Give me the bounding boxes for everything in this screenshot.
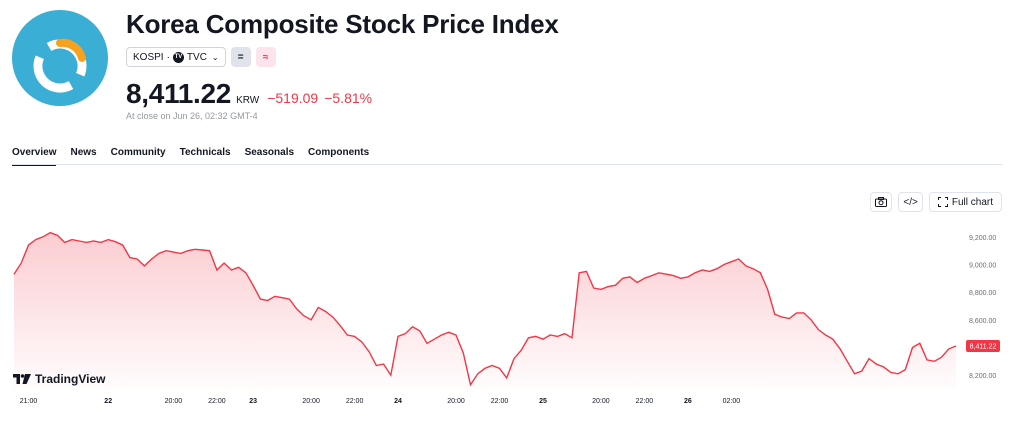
last-price-badge (966, 340, 1000, 352)
approx-icon[interactable]: ≈ (255, 47, 276, 67)
y-axis-tick-label: 9,000.00 (969, 263, 996, 270)
x-axis-tick-label: 02:00 (723, 398, 741, 405)
x-axis-tick-label: 20:00 (447, 398, 465, 405)
price-change-percent: −5.81% (324, 90, 373, 106)
page-title: Korea Composite Stock Price Index (126, 9, 559, 39)
y-axis-tick-label: 8,800.00 (969, 290, 996, 297)
snapshot-button[interactable] (870, 192, 893, 212)
code-icon: </> (903, 196, 918, 208)
chart-toolbar: </> Full chart (870, 192, 1002, 212)
y-axis-tick-label: 8,200.00 (969, 373, 996, 380)
chevron-down-icon: ⌄ (211, 52, 219, 62)
x-axis-tick-label: 25 (539, 398, 547, 405)
price-area (14, 232, 956, 389)
close-timestamp: At close on Jun 26, 02:32 GMT-4 (126, 111, 258, 121)
tab-news[interactable]: News (70, 147, 97, 158)
tradingview-label: TradingView (35, 372, 106, 386)
tab-seasonals[interactable]: Seasonals (244, 147, 295, 158)
price-row: 8,411.22 KRW −519.09 −5.81% (126, 78, 372, 110)
tab-overview[interactable]: Overview (12, 147, 57, 166)
y-axis-tick-label: 9,200.00 (969, 235, 996, 242)
tvc-icon: TV (172, 51, 184, 63)
price-line (13, 231, 957, 387)
y-axis-tick-label: 8,600.00 (969, 318, 996, 325)
embed-button[interactable]: </> (898, 192, 923, 212)
x-axis-tick-label: 21:00 (20, 398, 38, 405)
symbol-label: KOSPI (133, 51, 164, 63)
x-axis-tick-label: 23 (249, 398, 257, 405)
tab-bar: Overview News Community Technicals Seaso… (12, 147, 369, 166)
x-axis-tick-label: 26 (684, 398, 692, 405)
x-axis-tick-label: 22:00 (636, 398, 654, 405)
x-axis-tick-label: 20:00 (302, 398, 320, 405)
expand-icon (937, 197, 948, 207)
tab-components[interactable]: Components (308, 147, 370, 158)
price-chart[interactable]: 9,200.00 9,000.00 8,800.00 8,600.00 8,200.00… (0, 215, 1024, 421)
x-axis-tick-label: 20:00 (592, 398, 610, 405)
symbol-badges: KOSPI · TV TVC ⌄ = ≈ (126, 47, 276, 67)
price-chart-svg: 9,200.00 9,000.00 8,800.00 8,600.00 8,200.00… (13, 231, 1000, 405)
price-change: −519.09 (267, 90, 319, 106)
symbol-exchange-selector[interactable]: KOSPI · TV TVC ⌄ (126, 47, 226, 67)
kospi-logo-icon (12, 10, 108, 106)
x-axis-tick-label: 22:00 (491, 398, 509, 405)
full-chart-label: Full chart (951, 196, 993, 208)
x-axis-tick-label: 20:00 (165, 398, 183, 405)
x-axis-tick-label: 24 (394, 398, 402, 405)
tradingview-watermark[interactable]: TradingView (13, 372, 105, 386)
tab-technicals[interactable]: Technicals (179, 147, 231, 158)
equal-icon[interactable]: = (230, 47, 251, 67)
currency-label: KRW (236, 95, 260, 106)
x-axis-tick-label: 22 (104, 398, 112, 405)
source-label: TVC (186, 51, 207, 63)
last-price-label: 8,411.22 (970, 344, 997, 351)
tab-divider (12, 164, 1002, 165)
tab-community[interactable]: Community (110, 147, 166, 158)
full-chart-button[interactable]: Full chart (928, 192, 1002, 212)
camera-icon (875, 197, 888, 207)
price-value: 8,411.22 (126, 78, 232, 109)
x-axis-tick-label: 22:00 (346, 398, 364, 405)
x-axis-tick-label: 22:00 (208, 398, 226, 405)
tradingview-logo-icon (13, 374, 31, 384)
